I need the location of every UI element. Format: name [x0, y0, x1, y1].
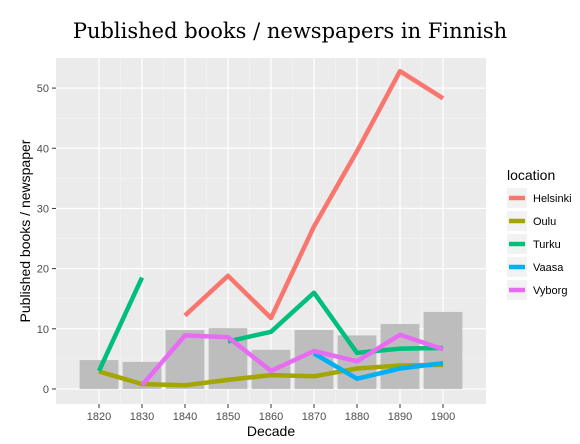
x-axis: 1820 1830 1840 1850 1860 1870 1880 1890 1900: [87, 404, 455, 423]
series-line-turku: [96, 276, 145, 372]
y-tick-label: 30: [37, 203, 49, 215]
legend-label-turku: Turku: [533, 239, 561, 251]
x-tick-label: 1900: [431, 411, 455, 423]
legend-title: location: [507, 167, 555, 183]
x-tick-label: 1820: [87, 411, 111, 423]
y-tick-label: 10: [37, 324, 49, 336]
legend-label-vaasa: Vaasa: [533, 262, 564, 274]
series-line-helsinki: [183, 68, 445, 321]
chart-title: Published books / newspapers in Finnish: [73, 19, 507, 43]
legend-label-vyborg: Vyborg: [533, 285, 567, 297]
x-tick-label: 1830: [130, 411, 154, 423]
x-axis-title: Decade: [247, 423, 295, 439]
y-tick-label: 40: [37, 143, 49, 155]
x-tick-label: 1890: [388, 411, 412, 423]
bar: [165, 329, 205, 389]
legend: location Helsinki Oulu Turku Vaasa Vyborg: [507, 167, 572, 300]
series-lines: [96, 68, 445, 388]
y-tick-label: 50: [37, 83, 49, 95]
series-line-vyborg: [140, 332, 444, 387]
x-tick-label: 1850: [216, 411, 240, 423]
series-line-oulu: [98, 362, 444, 388]
y-axis: 0 10 20 30 40 50: [37, 83, 56, 396]
series-line-vaasa: [312, 351, 444, 381]
legend-label-oulu: Oulu: [533, 216, 556, 228]
x-tick-label: 1870: [302, 411, 326, 423]
bar: [423, 311, 463, 389]
legend-label-helsinki: Helsinki: [533, 193, 572, 205]
x-tick-label: 1860: [259, 411, 283, 423]
y-tick-label: 20: [37, 264, 49, 276]
x-tick-label: 1880: [345, 411, 369, 423]
series-line-turku: [227, 290, 444, 356]
y-tick-label: 0: [43, 384, 49, 396]
x-tick-label: 1840: [173, 411, 197, 423]
y-axis-title: Published books / newspaper: [17, 139, 33, 322]
